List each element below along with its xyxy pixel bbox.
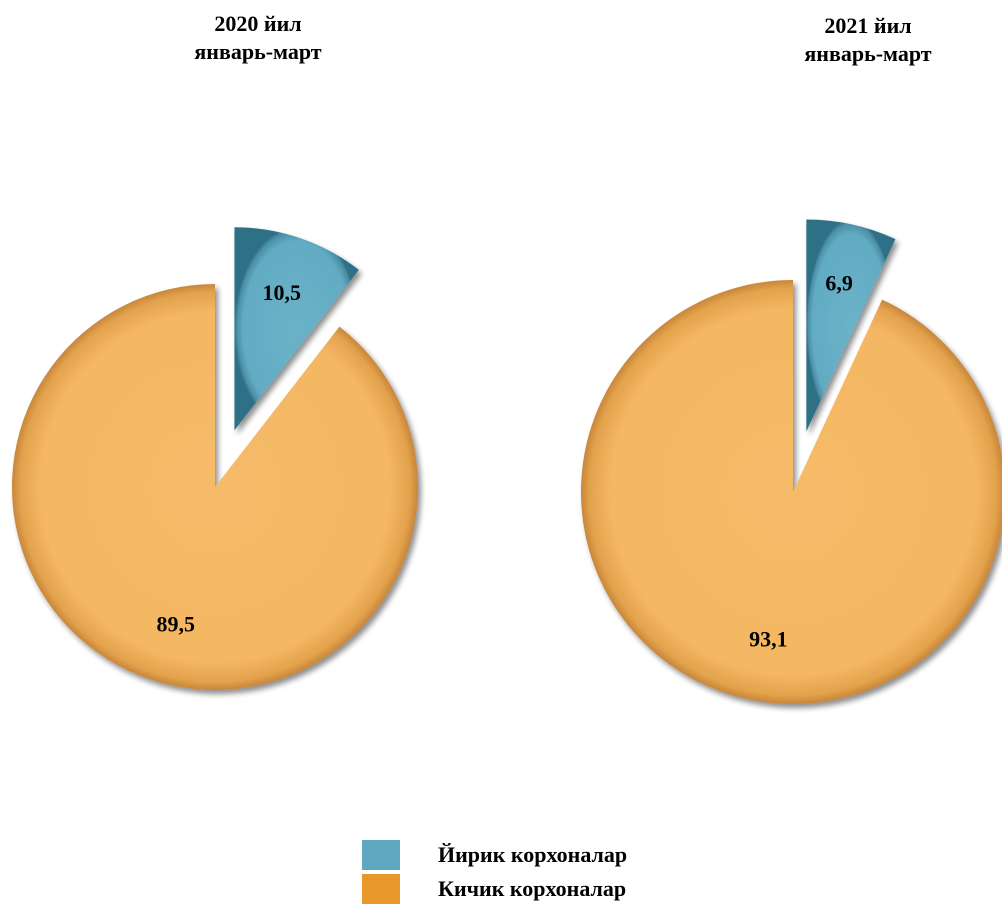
chart-title-2020: 2020 йил январь-март	[138, 10, 378, 66]
legend-label-small: Кичик корхоналар	[438, 876, 627, 901]
data-label-small: 89,5	[156, 612, 195, 637]
pie-2021: 6,9 93,1	[581, 219, 1002, 704]
legend-label-large: Йирик корхоналар	[438, 842, 628, 867]
chart-title-line-1: 2021 йил	[824, 13, 912, 38]
chart-title-line-1: 2020 йил	[214, 11, 302, 36]
legend-swatch-large	[362, 840, 400, 870]
pie-slice-large	[234, 227, 359, 431]
data-label-small: 93,1	[749, 626, 788, 651]
data-label-large: 10,5	[263, 280, 302, 305]
pie-slice-small	[11, 284, 418, 690]
legend: Йирик корхоналар Кичик корхоналар	[362, 838, 627, 906]
pie-slice-small	[581, 280, 1002, 704]
legend-item-small: Кичик корхоналар	[362, 872, 627, 906]
data-label-large: 6,9	[825, 270, 853, 295]
chart-title-line-2: январь-март	[804, 41, 932, 66]
chart-title-line-2: январь-март	[194, 39, 322, 64]
legend-item-large: Йирик корхоналар	[362, 838, 627, 872]
chart-title-2021: 2021 йил январь-март	[748, 12, 988, 68]
pie-2020: 10,5 89,5	[11, 227, 418, 690]
legend-swatch-small	[362, 874, 400, 904]
pie-slice-large	[806, 219, 896, 432]
